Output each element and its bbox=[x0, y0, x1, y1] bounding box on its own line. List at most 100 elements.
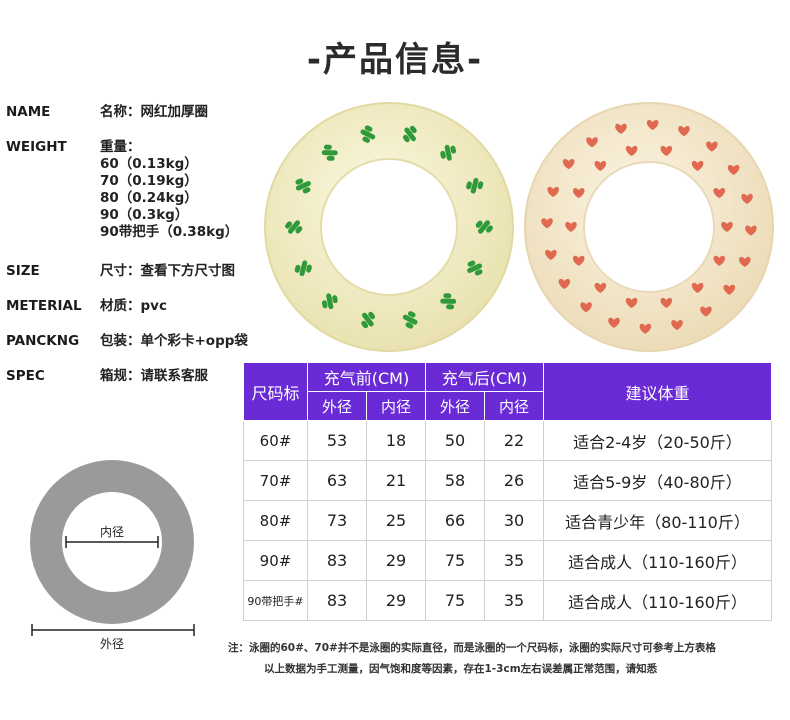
heart-motif bbox=[615, 123, 627, 134]
spec-value: 材质：pvc bbox=[100, 298, 270, 315]
spec-value-line: 重量： bbox=[100, 139, 141, 155]
weight-cell: 适合2-4岁（20-50斤） bbox=[543, 420, 772, 461]
heart-motif bbox=[739, 256, 751, 267]
before-outer-cell: 83 bbox=[307, 580, 367, 621]
before-inner-cell: 29 bbox=[366, 540, 426, 581]
outer-diameter-label: 外径 bbox=[100, 637, 124, 651]
table-row: 60# 53 18 50 22 适合2-4岁（20-50斤） bbox=[243, 420, 772, 461]
header-before-inflation: 充气前(CM) bbox=[307, 362, 426, 392]
heart-motif bbox=[646, 119, 659, 131]
cactus-motif bbox=[360, 125, 376, 143]
size-cell: 90带把手# bbox=[243, 580, 308, 621]
note-line: 注：泳圈的60#、70#并不是泳圈的实际直径，而是泳圈的一个尺码标，泳圈的实际尺… bbox=[228, 642, 716, 654]
spec-value: 尺寸：查看下方尺寸图 bbox=[100, 263, 270, 280]
cactus-motif bbox=[321, 144, 338, 161]
after-outer-cell: 75 bbox=[425, 580, 485, 621]
heart-pattern bbox=[541, 119, 757, 334]
heart-motif bbox=[547, 186, 559, 198]
size-cell: 90# bbox=[243, 540, 308, 581]
cactus-motif bbox=[440, 293, 457, 310]
cactus-motif bbox=[285, 220, 303, 234]
spec-value: 名称：网红加厚圈 bbox=[100, 104, 270, 121]
spec-value-line: 包装：单个彩卡+opp袋 bbox=[100, 333, 248, 349]
heart-motif bbox=[727, 164, 740, 176]
heart-motif bbox=[594, 282, 607, 293]
spec-value-line: 箱规：请联系客服 bbox=[100, 368, 208, 384]
cactus-motif bbox=[295, 178, 311, 194]
heart-motif bbox=[671, 319, 683, 331]
header-outer: 外径 bbox=[425, 391, 485, 421]
header-suggested-weight: 建议体重 bbox=[543, 362, 772, 421]
spec-key: METERIAL bbox=[6, 298, 82, 314]
before-inner-cell: 21 bbox=[366, 460, 426, 501]
before-inner-cell: 25 bbox=[366, 500, 426, 541]
header-after-inflation: 充气后(CM) bbox=[425, 362, 544, 392]
before-inner-cell: 18 bbox=[366, 420, 426, 461]
before-outer-cell: 73 bbox=[307, 500, 367, 541]
after-inner-cell: 35 bbox=[484, 580, 544, 621]
header-inner: 内径 bbox=[484, 391, 544, 421]
spec-value-line: 尺寸：查看下方尺寸图 bbox=[100, 263, 235, 279]
heart-motif bbox=[700, 306, 712, 317]
heart-motif bbox=[541, 218, 553, 229]
heart-motif bbox=[594, 160, 607, 172]
size-cell: 70# bbox=[243, 460, 308, 501]
heart-motif bbox=[572, 255, 585, 266]
size-cell: 80# bbox=[243, 500, 308, 541]
header-inner: 内径 bbox=[366, 391, 426, 421]
size-cell: 60# bbox=[243, 420, 308, 461]
heart-motif bbox=[678, 126, 690, 137]
heart-motif bbox=[723, 284, 736, 295]
spec-value: 包装：单个彩卡+opp袋 bbox=[100, 333, 270, 350]
heart-motif bbox=[713, 188, 726, 199]
product-image-heart-ring bbox=[524, 102, 774, 352]
heart-motif bbox=[721, 221, 733, 232]
spec-value-line: 90（0.3kg） bbox=[100, 207, 189, 223]
spec-key: WEIGHT bbox=[6, 139, 67, 155]
heart-motif bbox=[608, 317, 620, 328]
heart-motif bbox=[545, 249, 557, 261]
table-row: 90# 83 29 75 35 适合成人（110-160斤） bbox=[243, 540, 772, 581]
weight-cell: 适合5-9岁（40-80斤） bbox=[543, 460, 772, 501]
cactus-motif bbox=[402, 125, 417, 143]
inner-diameter-label: 内径 bbox=[100, 525, 124, 539]
cactus-motif bbox=[467, 260, 483, 276]
after-inner-cell: 26 bbox=[484, 460, 544, 501]
before-outer-cell: 53 bbox=[307, 420, 367, 461]
heart-motif bbox=[580, 302, 592, 313]
heart-motif bbox=[660, 145, 673, 156]
spec-value: 重量： 60（0.13kg） 70（0.19kg） 80（0.24kg） 90（… bbox=[100, 139, 270, 241]
cactus-motif bbox=[402, 311, 418, 329]
cactus-motif bbox=[475, 220, 493, 234]
heart-motif bbox=[706, 141, 718, 152]
product-image-cactus-ring bbox=[264, 102, 514, 352]
cactus-motif bbox=[361, 311, 376, 329]
table-row: 80# 73 25 66 30 适合青少年（80-110斤） bbox=[243, 500, 772, 541]
heart-motif bbox=[565, 221, 577, 232]
after-inner-cell: 35 bbox=[484, 540, 544, 581]
cactus-motif bbox=[466, 177, 484, 194]
spec-value-line: 70（0.19kg） bbox=[100, 173, 198, 189]
heart-motif bbox=[562, 159, 575, 170]
spec-key: SIZE bbox=[6, 263, 40, 279]
spec-value-line: 60（0.13kg） bbox=[100, 156, 198, 172]
before-inner-cell: 29 bbox=[366, 580, 426, 621]
before-outer-cell: 83 bbox=[307, 540, 367, 581]
cactus-motif bbox=[294, 260, 312, 277]
heart-motif bbox=[713, 255, 726, 266]
spec-value-line: 材质：pvc bbox=[100, 298, 167, 314]
heart-motif bbox=[745, 225, 757, 236]
weight-cell: 适合成人（110-160斤） bbox=[543, 580, 772, 621]
heart-motif bbox=[691, 282, 704, 293]
weight-cell: 适合成人（110-160斤） bbox=[543, 540, 772, 581]
cactus-motif bbox=[321, 293, 338, 310]
spec-key: NAME bbox=[6, 104, 51, 120]
heart-motif bbox=[586, 137, 598, 148]
heart-motif bbox=[741, 193, 753, 204]
table-row: 70# 63 21 58 26 适合5-9岁（40-80斤） bbox=[243, 460, 772, 501]
spec-key: PANCKNG bbox=[6, 333, 80, 349]
heart-motif bbox=[691, 160, 704, 172]
heart-motif bbox=[572, 188, 585, 199]
spec-value-line: 90带把手（0.38kg） bbox=[100, 224, 239, 240]
weight-cell: 适合青少年（80-110斤） bbox=[543, 500, 772, 541]
